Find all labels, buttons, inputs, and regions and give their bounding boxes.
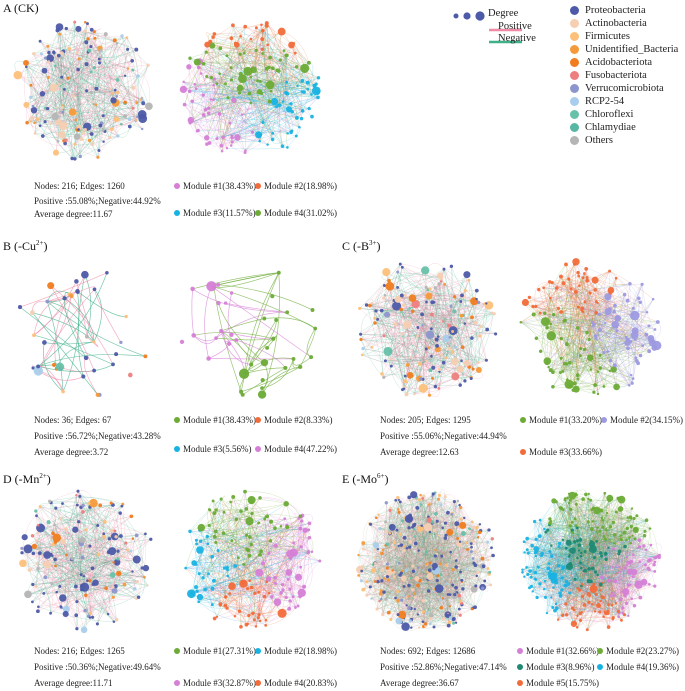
panel-e-module-1: Module #1(32.66%) [517, 646, 599, 656]
legend-degree-label: Degree [488, 8, 519, 19]
nodes [521, 491, 661, 632]
panel-a-nodes-edges: Nodes: 216; Edges: 1260 [34, 181, 125, 191]
panel-d-module-3: Module #3(32.87%) [174, 678, 256, 688]
nodes [358, 262, 498, 397]
panel-d-nodes-edges: Nodes: 216; Edges: 1265 [34, 646, 125, 656]
legend-taxon: Chloroflexi [570, 108, 678, 121]
panel-b-module-1: Module #1(38.43%) [174, 415, 256, 425]
taxon-swatch-icon [570, 45, 579, 54]
network-a-modules [179, 21, 321, 155]
panel-e-title: E (-Mo6+) [342, 472, 389, 486]
panel-d-positive-negative: Positive :50.36%;Negative:49.64% [34, 662, 161, 672]
legend-taxon: Verrucomicrobiota [570, 82, 678, 95]
taxon-swatch-icon [570, 6, 579, 15]
panel-e-module-3: Module #3(8.96%) [517, 662, 595, 672]
panel-b-title: B (-Cu2+) [3, 239, 48, 253]
network-c-taxonomy [358, 262, 498, 397]
panel-b-average-degree: Average degree:3.72 [34, 447, 109, 457]
legend-degree-edge-glyphs [453, 11, 525, 44]
taxon-swatch-icon [570, 123, 579, 132]
nodes [19, 489, 153, 634]
taxa-legend: Proteobacteria Actinobacteria Firmicutes… [570, 4, 678, 147]
panel-c-module-2: Module #2(34.15%) [601, 415, 683, 425]
panel-c-module-1: Module #1(33.20%) [520, 415, 602, 425]
panel-c-title: C (-B3+) [342, 239, 381, 253]
edges [181, 22, 320, 153]
legend-negative-label: Negative [498, 33, 536, 44]
panel-d-module-2: Module #2(18.98%) [255, 646, 337, 656]
degree-large-dot [475, 11, 485, 21]
panel-a-module-4: Module #4(31.02%) [255, 208, 337, 218]
panel-d-average-degree: Average degree:11.71 [34, 678, 113, 688]
taxon-swatch-icon [570, 58, 579, 67]
degree-medium-dot [463, 12, 471, 20]
legend-taxon: Firmicutes [570, 30, 678, 43]
taxon-swatch-icon [570, 84, 579, 93]
legend-taxon: Fusobacteriota [570, 69, 678, 82]
taxon-swatch-icon [570, 19, 579, 28]
legend-taxon: Acidobacteriota [570, 56, 678, 69]
legend-taxon: Unidentified_Bacteria [570, 43, 678, 56]
network-e-modules [521, 489, 662, 632]
panel-d-module-1: Module #1(27.31%) [174, 646, 256, 656]
nodes [519, 258, 662, 396]
panel-e-module-2: Module #2(23.27%) [597, 646, 679, 656]
taxon-swatch-icon [570, 97, 579, 106]
taxon-swatch-icon [570, 110, 579, 119]
legend-taxon: Others [570, 134, 678, 147]
legend-taxon: RCP2-54 [570, 95, 678, 108]
nodes [184, 489, 322, 629]
nodes [17, 270, 148, 398]
panel-e-nodes-edges: Nodes: 692; Edges: 12686 [380, 646, 476, 656]
network-d-modules [184, 489, 322, 629]
nodes [179, 270, 318, 399]
legend-positive-label: Positive [498, 21, 532, 32]
edges [185, 491, 321, 627]
network-b-taxonomy [17, 270, 148, 398]
legend-taxon: Chlamydiae [570, 121, 678, 134]
legend-taxon: Actinobacteria [570, 17, 678, 30]
panel-a-positive-negative: Positive :55.08%;Negative:44.92% [34, 196, 161, 206]
panel-c-nodes-edges: Nodes: 205; Edges: 1295 [380, 415, 471, 425]
panel-e-module-5: Module #5(15.75%) [517, 678, 599, 688]
taxon-swatch-icon [570, 71, 579, 80]
panel-e-average-degree: Average degree:36.67 [380, 678, 459, 688]
panel-d-title: D (-Mn2+) [3, 472, 51, 486]
panel-b-positive-negative: Positive :56.72%;Negative:43.28% [34, 431, 161, 441]
panel-a-module-2: Module #2(18.98%) [255, 181, 337, 191]
nodes [356, 491, 495, 631]
panel-a-title: A (CK) [3, 1, 39, 15]
panel-e-module-4: Module #4(19.36%) [597, 662, 679, 672]
edges [19, 272, 146, 396]
panel-e-positive-negative: Positive :52.86%;Negative:47.14% [380, 662, 507, 672]
taxon-swatch-icon [570, 32, 579, 41]
panel-c-average-degree: Average degree:12.63 [380, 447, 459, 457]
legend-taxon: Proteobacteria [570, 4, 678, 17]
panel-b-module-2: Module #2(8.33%) [255, 415, 333, 425]
panel-a-module-1: Module #1(38.43%) [174, 181, 256, 191]
taxon-swatch-icon [570, 136, 579, 145]
nodes [179, 21, 321, 155]
edges [358, 489, 494, 632]
panel-d-module-4: Module #4(20.83%) [255, 678, 337, 688]
panel-a-module-3: Module #3(11.57%) [174, 208, 256, 218]
edges [21, 490, 151, 630]
edges [358, 263, 496, 397]
network-a-taxonomy [13, 20, 153, 161]
panel-b-module-4: Module #4(47.22%) [255, 444, 337, 454]
degree-small-dot [453, 13, 459, 19]
panel-a-average-degree: Average degree:11.67 [34, 209, 113, 219]
panel-c-module-3: Module #3(33.66%) [520, 447, 602, 457]
network-c-modules [519, 258, 662, 396]
edges [191, 272, 316, 396]
network-e-taxonomy [356, 489, 495, 632]
legend-degree-and-edges [452, 8, 525, 48]
nodes [13, 20, 153, 161]
panel-c-positive-negative: Positive :55.06%;Negative:44.94% [380, 431, 507, 441]
panel-b-nodes-edges: Nodes: 36; Edges: 67 [34, 415, 112, 425]
edges [520, 261, 661, 395]
panel-b-module-3: Module #3(5.56%) [174, 444, 252, 454]
network-b-modules [179, 270, 318, 399]
network-d-taxonomy [19, 489, 153, 634]
